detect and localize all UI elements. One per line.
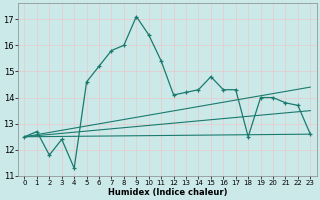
X-axis label: Humidex (Indice chaleur): Humidex (Indice chaleur) [108, 188, 227, 197]
